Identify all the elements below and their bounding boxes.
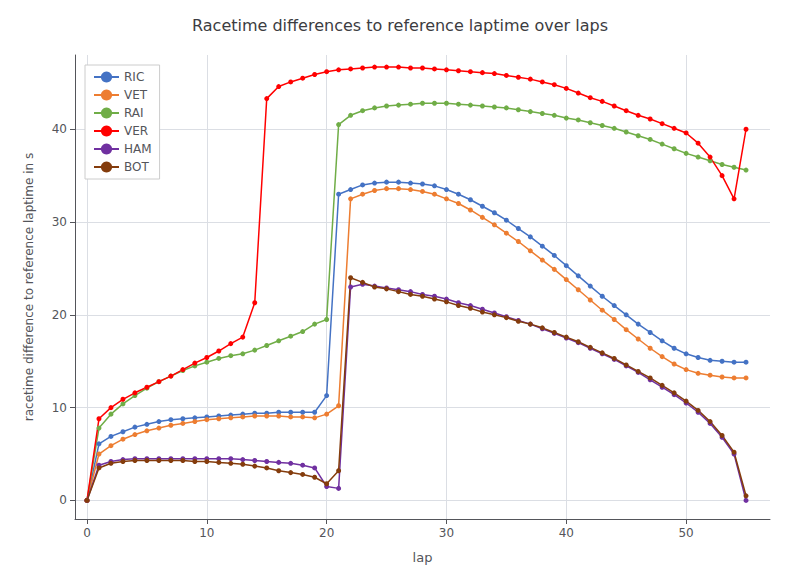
svg-text:RAI: RAI — [124, 106, 144, 120]
svg-text:10: 10 — [199, 526, 214, 540]
svg-text:0: 0 — [59, 493, 67, 507]
svg-text:40: 40 — [52, 122, 67, 136]
svg-text:VET: VET — [124, 88, 148, 102]
svg-text:VER: VER — [124, 124, 148, 138]
svg-text:RIC: RIC — [124, 70, 144, 84]
svg-text:40: 40 — [559, 526, 574, 540]
svg-text:Racetime differences to refere: Racetime differences to reference laptim… — [192, 16, 608, 35]
svg-text:0: 0 — [83, 526, 91, 540]
svg-text:20: 20 — [319, 526, 334, 540]
svg-text:50: 50 — [678, 526, 693, 540]
svg-text:10: 10 — [52, 401, 67, 415]
svg-text:30: 30 — [439, 526, 454, 540]
svg-text:HAM: HAM — [124, 142, 152, 156]
svg-text:30: 30 — [52, 215, 67, 229]
svg-text:BOT: BOT — [124, 160, 149, 174]
svg-text:20: 20 — [52, 308, 67, 322]
svg-text:lap: lap — [413, 550, 433, 565]
svg-text:racetime difference to referen: racetime difference to reference laptime… — [22, 153, 36, 421]
